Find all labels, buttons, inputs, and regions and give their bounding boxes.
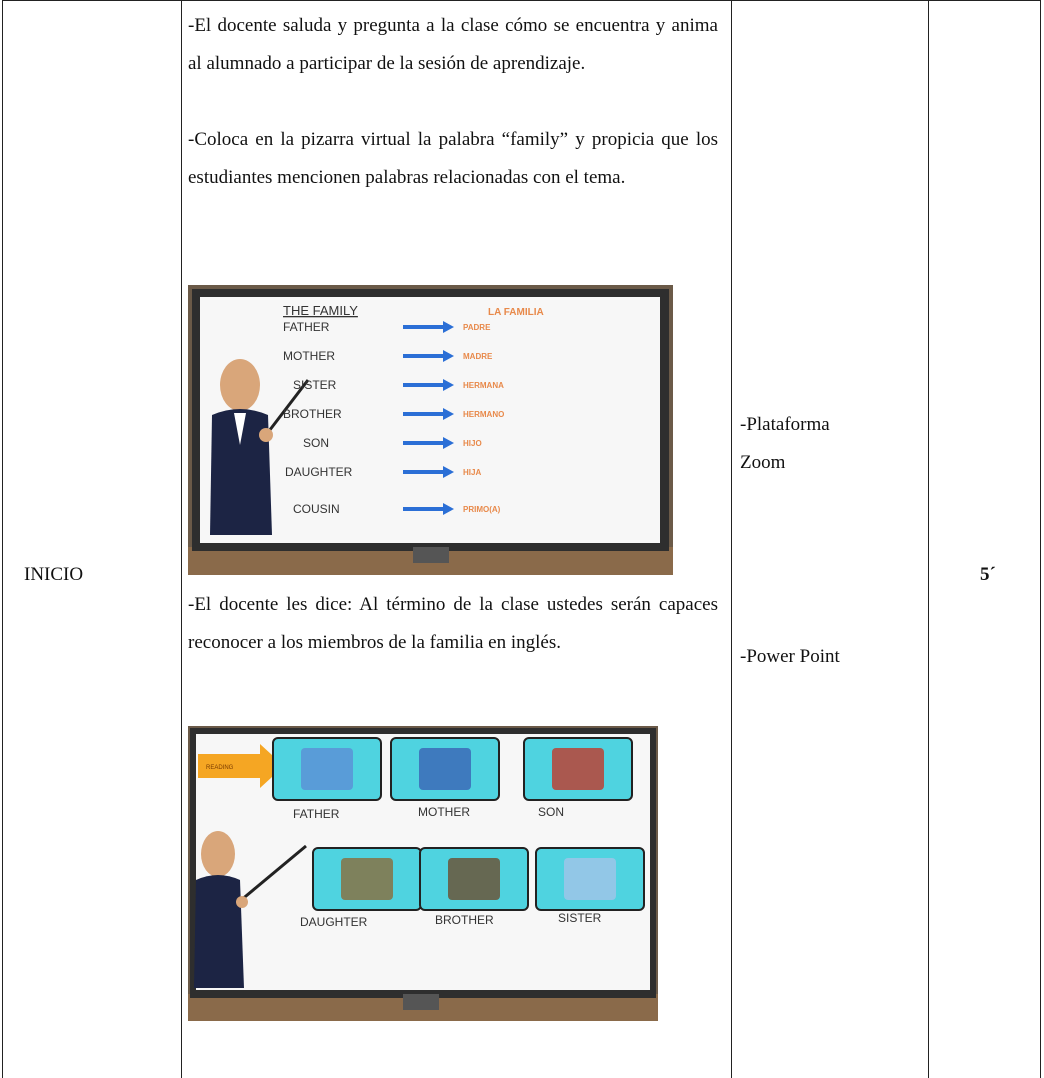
slide-title: THE FAMILY xyxy=(283,303,358,318)
teacher xyxy=(210,359,310,535)
resource-line: -Power Point xyxy=(740,646,840,667)
stand xyxy=(413,547,449,563)
card-label: BROTHER xyxy=(435,913,494,927)
card-picture xyxy=(341,858,393,900)
paragraph: -Coloca en la pizarra virtual la palabra… xyxy=(188,129,718,188)
slide-image: THE FAMILY LA FAMILIA FATHER PADRE MOTHER MAD… xyxy=(188,285,673,575)
card-picture xyxy=(552,748,604,790)
spanish-word: HIJO xyxy=(463,439,482,448)
table-border xyxy=(731,0,732,1078)
card-label: FATHER xyxy=(293,807,340,821)
table-border xyxy=(928,0,929,1078)
resource-line: Zoom xyxy=(740,452,786,473)
slide-image: READING FATHER MOTHER SON DAUGHTER BROTHER SIS… xyxy=(188,726,658,1021)
card-label: DAUGHTER xyxy=(300,915,368,929)
table-border xyxy=(2,0,3,1078)
english-word: SON xyxy=(303,436,329,450)
phase: INICIO xyxy=(24,564,84,585)
arrow xyxy=(198,744,284,788)
english-word: BROTHER xyxy=(283,407,342,421)
english-word: COUSIN xyxy=(293,502,340,516)
arrow-head xyxy=(443,379,454,391)
slide-tag: READING xyxy=(206,765,234,771)
english-word: DAUGHTER xyxy=(285,465,353,479)
english-word: FATHER xyxy=(283,320,330,334)
arrow-head xyxy=(443,503,454,515)
table-border xyxy=(181,0,182,1078)
arrow-head xyxy=(443,466,454,478)
arrow-head xyxy=(443,437,454,449)
card-picture xyxy=(301,748,353,790)
resource-line: -Plataforma xyxy=(740,414,830,435)
spanish-word: PRIMO(A) xyxy=(463,505,501,514)
english-word: MOTHER xyxy=(283,349,335,363)
arrow-head xyxy=(443,408,454,420)
paragraph: -El docente saluda y pregunta a la clase… xyxy=(188,15,718,74)
spanish-word: MADRE xyxy=(463,352,493,361)
table-border xyxy=(1040,0,1041,1078)
card-label: SON xyxy=(538,805,564,819)
paragraph: -El docente les dice: Al término de la c… xyxy=(188,594,718,653)
slide-title-translation: LA FAMILIA xyxy=(488,307,544,318)
english-word: SISTER xyxy=(293,378,337,392)
card-picture xyxy=(419,748,471,790)
arrow-head xyxy=(443,321,454,333)
stand xyxy=(403,994,439,1010)
spanish-word: HIJA xyxy=(463,468,481,477)
arrow-head xyxy=(443,350,454,362)
spanish-word: HERMANA xyxy=(463,381,504,390)
spanish-word: PADRE xyxy=(463,323,491,332)
card-picture xyxy=(564,858,616,900)
card-label: SISTER xyxy=(558,911,602,925)
card-picture xyxy=(448,858,500,900)
time: 5´ xyxy=(980,564,996,585)
card-label: MOTHER xyxy=(418,805,470,819)
teacher xyxy=(194,831,307,988)
table-border xyxy=(2,0,1041,1)
spanish-word: HERMANO xyxy=(463,410,504,419)
